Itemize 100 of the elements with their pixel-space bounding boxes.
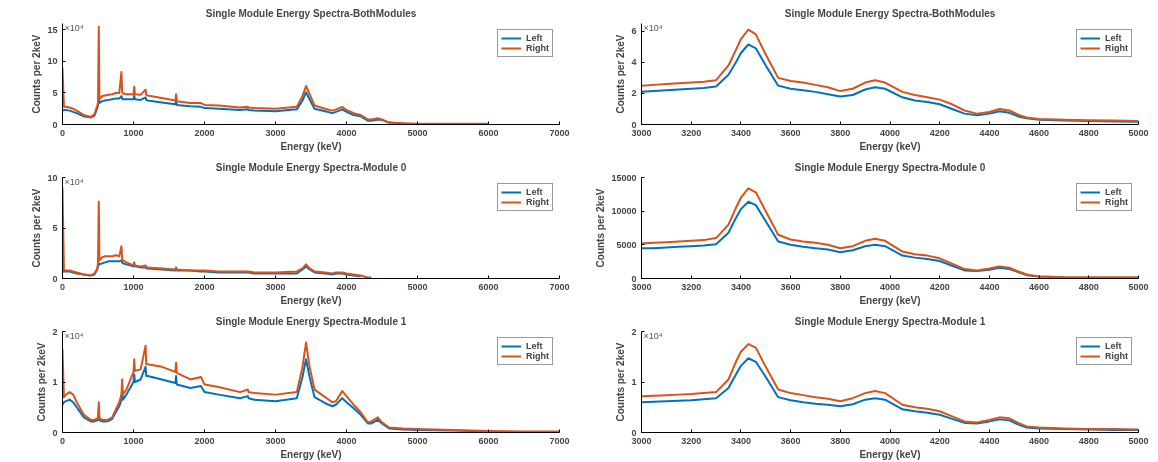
x-axis-title: Energy (keV) — [859, 448, 921, 460]
annotation: ×10⁴ — [64, 22, 84, 33]
x-tick-label: 4000 — [336, 127, 357, 138]
x-tick-label: 3600 — [780, 281, 801, 292]
x-tick-label: 4400 — [979, 127, 1000, 138]
x-tick-label: 5000 — [407, 435, 428, 446]
x-tick-label: 3400 — [730, 435, 751, 446]
x-tick-label: 3800 — [830, 435, 851, 446]
x-tick-label: 5000 — [407, 281, 428, 292]
legend-label: Right — [526, 197, 549, 207]
x-tick-label: 7000 — [549, 127, 570, 138]
x-tick-label: 3400 — [730, 281, 751, 292]
x-tick-label: 4800 — [1078, 127, 1099, 138]
x-tick-label: 4400 — [979, 281, 1000, 292]
x-tick-label: 6000 — [478, 127, 499, 138]
x-axis-title: Energy (keV) — [280, 140, 342, 152]
x-tick-label: 4600 — [1029, 127, 1050, 138]
legend-label: Left — [526, 341, 544, 351]
legend-label: Right — [1105, 197, 1128, 207]
chart-title: Single Module Energy Spectra-Module 0 — [794, 161, 986, 173]
y-axis-title: Counts per 2keV — [615, 34, 627, 114]
x-tick-label: 2000 — [194, 435, 215, 446]
x-tick-label: 5000 — [1128, 281, 1149, 292]
legend-label: Left — [1105, 187, 1123, 197]
x-tick-label: 7000 — [549, 281, 570, 292]
x-tick-label: 3600 — [780, 435, 801, 446]
y-tick-label: 0 — [631, 119, 637, 130]
x-tick-label: 3200 — [681, 435, 702, 446]
y-tick-label: 0 — [52, 427, 58, 438]
x-tick-label: 4000 — [336, 281, 357, 292]
y-axis-title: Counts per 2keV — [31, 34, 43, 114]
y-tick-label: 2 — [52, 326, 58, 337]
x-axis-title: Energy (keV) — [859, 140, 921, 152]
y-tick-label: 5000 — [616, 239, 637, 250]
x-axis-title: Energy (keV) — [280, 448, 342, 460]
x-tick-label: 2000 — [194, 127, 215, 138]
x-tick-label: 5000 — [1128, 435, 1149, 446]
y-tick-label: 2 — [631, 326, 637, 337]
x-tick-label: 0 — [60, 281, 66, 292]
y-tick-label: 6 — [631, 26, 637, 37]
chart-title: Single Module Energy Spectra-Module 0 — [215, 161, 407, 173]
y-tick-label: 15 — [47, 24, 58, 35]
chart-title: Single Module Energy Spectra-BothModules — [784, 7, 996, 19]
y-tick-label: 10000 — [611, 206, 637, 217]
y-axis-title: Counts per 2keV — [595, 188, 607, 268]
chart-title: Single Module Energy Spectra-BothModules — [205, 7, 417, 19]
x-tick-label: 3000 — [265, 281, 286, 292]
x-tick-label: 4000 — [879, 281, 901, 292]
legend-label: Right — [1105, 43, 1128, 53]
x-tick-label: 4000 — [336, 435, 357, 446]
y-tick-label: 1 — [631, 377, 637, 387]
legend-label: Left — [526, 33, 544, 43]
x-tick-label: 1000 — [123, 435, 144, 446]
y-tick-label: 0 — [631, 427, 637, 438]
y-tick-label: 0 — [52, 119, 58, 130]
x-tick-label: 4000 — [879, 127, 901, 138]
y-tick-label: 0 — [52, 273, 58, 284]
y-tick-label: 0 — [631, 273, 637, 284]
x-tick-label: 4200 — [929, 281, 950, 292]
legend-label: Right — [526, 43, 549, 53]
x-tick-label: 3000 — [631, 281, 652, 292]
x-tick-label: 4200 — [929, 435, 950, 446]
x-tick-label: 3800 — [830, 281, 851, 292]
annotation: ×10⁴ — [643, 330, 663, 341]
x-tick-label: 0 — [60, 127, 66, 138]
x-tick-label: 6000 — [478, 281, 499, 292]
y-tick-label: 2 — [631, 88, 637, 99]
annotation: ×10⁴ — [643, 22, 663, 33]
x-tick-label: 4800 — [1078, 281, 1099, 292]
x-tick-label: 2000 — [194, 281, 215, 292]
legend-label: Left — [526, 187, 544, 197]
x-tick-label: 3600 — [780, 127, 801, 138]
annotation: ×10⁴ — [64, 176, 84, 187]
y-tick-label: 1 — [52, 377, 58, 387]
x-tick-label: 3200 — [681, 127, 702, 138]
x-tick-label: 6000 — [478, 435, 499, 446]
x-tick-label: 3000 — [631, 127, 652, 138]
chart-title: Single Module Energy Spectra-Module 1 — [794, 315, 986, 327]
y-axis-title: Counts per 2keV — [31, 188, 43, 268]
x-tick-label: 4600 — [1029, 281, 1050, 292]
x-tick-label: 5000 — [407, 127, 428, 138]
x-tick-label: 4000 — [879, 435, 901, 446]
x-tick-label: 4800 — [1078, 435, 1099, 446]
x-axis-title: Energy (keV) — [280, 294, 342, 306]
x-axis-title: Energy (keV) — [859, 294, 921, 306]
x-tick-label: 3400 — [730, 127, 751, 138]
x-tick-label: 3200 — [681, 281, 702, 292]
x-tick-label: 4600 — [1029, 435, 1050, 446]
legend-label: Right — [1105, 351, 1128, 361]
y-tick-label: 10 — [47, 172, 58, 183]
y-tick-label: 15000 — [611, 172, 637, 183]
legend-label: Right — [526, 351, 549, 361]
legend-label: Left — [1105, 341, 1123, 351]
x-tick-label: 7000 — [549, 435, 570, 446]
y-axis-title: Counts per 2keV — [615, 342, 627, 422]
x-tick-label: 4400 — [979, 435, 1000, 446]
x-tick-label: 3000 — [265, 127, 286, 138]
y-tick-label: 5 — [52, 87, 58, 98]
x-tick-label: 1000 — [123, 127, 144, 138]
x-tick-label: 3000 — [631, 435, 652, 446]
